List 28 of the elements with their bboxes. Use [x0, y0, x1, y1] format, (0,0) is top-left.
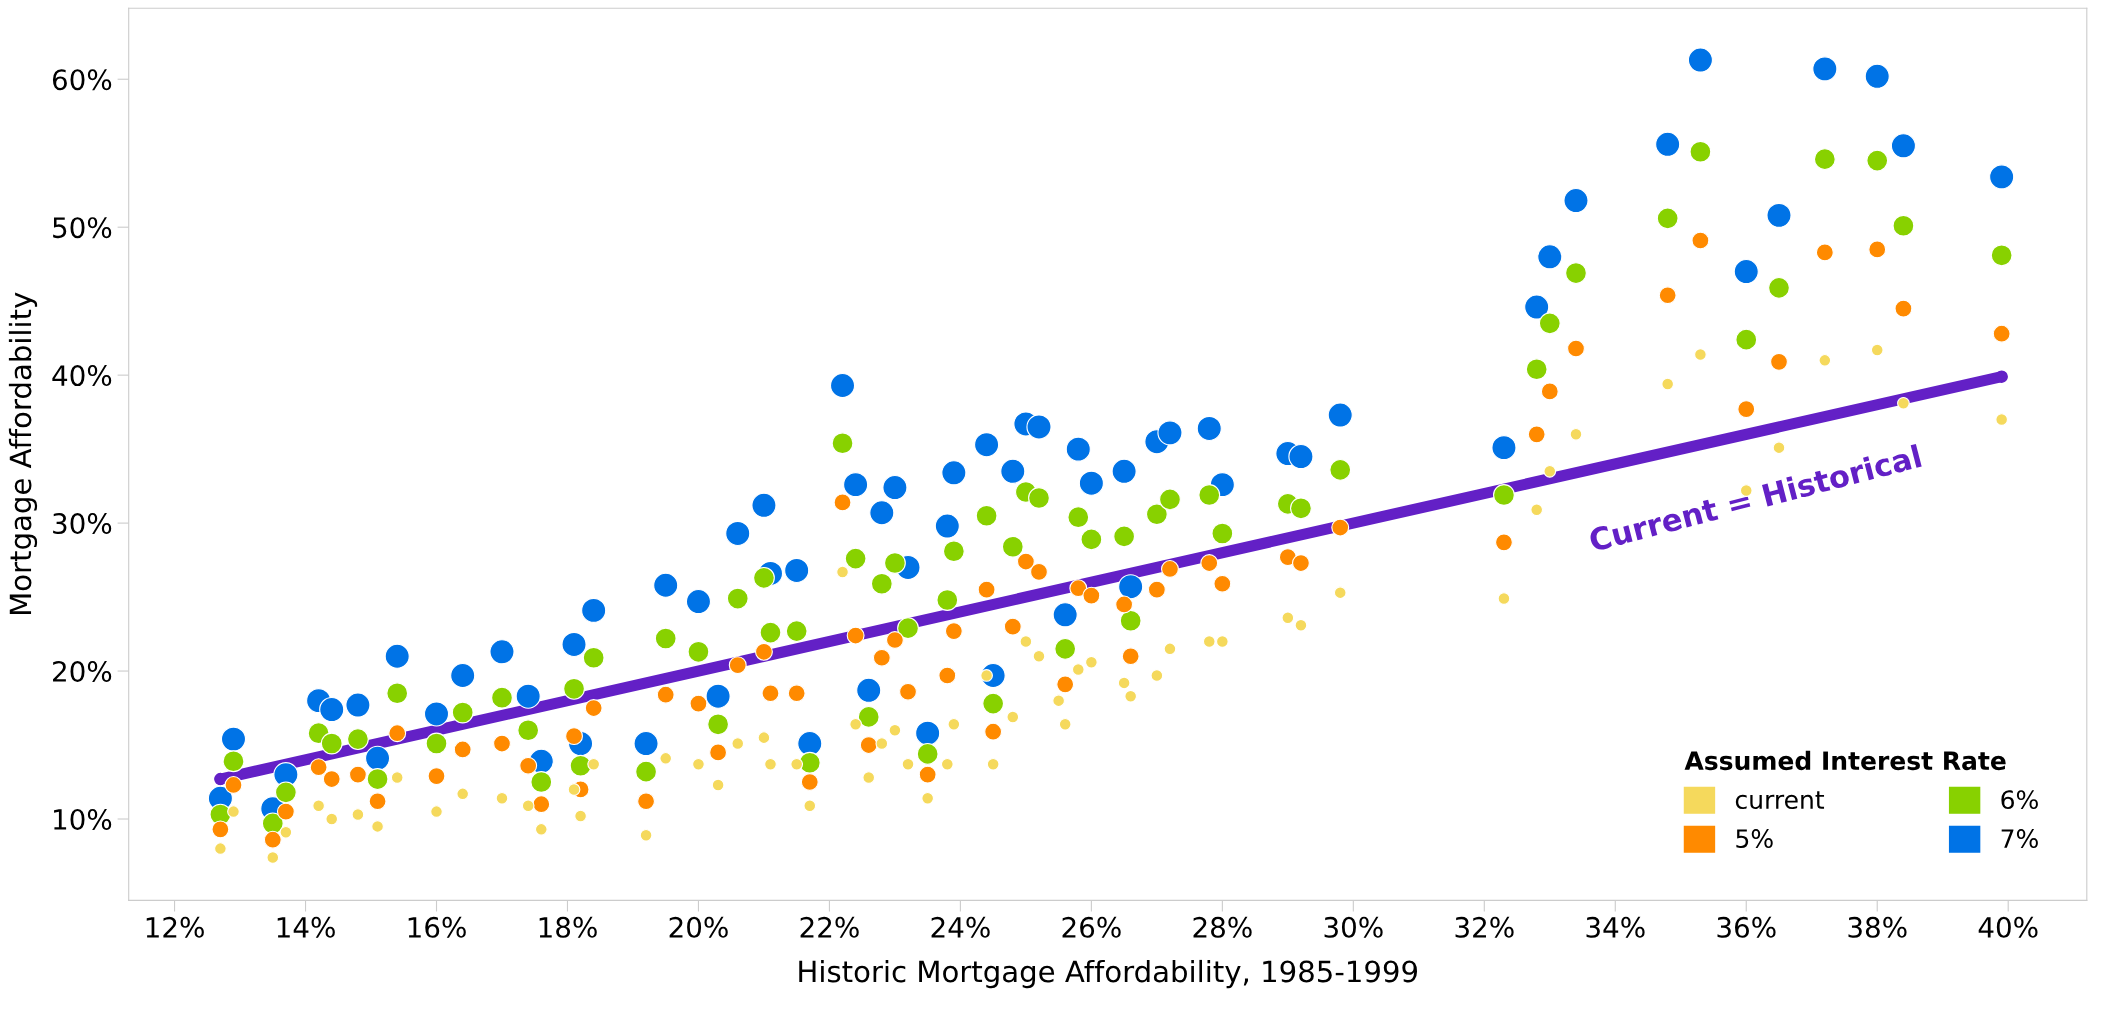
legend-title: Assumed Interest Rate: [1684, 750, 2006, 771]
y-axis-title: Mortgage Affordability: [8, 292, 38, 615]
x-tick-label: 36%: [1717, 916, 1776, 938]
x-tick-label: 20%: [669, 916, 728, 938]
x-tick-label: 24%: [931, 916, 990, 938]
x-tick-label: 30%: [1324, 916, 1383, 938]
legend-label: 6%: [2001, 790, 2038, 810]
x-tick-label: 14%: [277, 916, 335, 938]
legend-label: 5%: [1736, 829, 1773, 849]
x-tick-label: 40%: [1978, 916, 2038, 938]
x-tick-label: 38%: [1848, 916, 1907, 938]
x-tick-label: 18%: [539, 916, 597, 938]
legend-label: current: [1735, 791, 1825, 810]
y-tick-label: 60%: [52, 69, 112, 91]
x-tick-label: 34%: [1586, 916, 1645, 938]
x-axis-title: Historic Mortgage Affordability, 1985-1999: [799, 959, 1418, 989]
x-tick-label: 32%: [1455, 916, 1514, 938]
y-tick-label: 20%: [53, 660, 112, 682]
legend-label: 7%: [2001, 829, 2038, 849]
y-tick-label: 50%: [53, 217, 112, 239]
x-tick-label: 22%: [800, 916, 859, 938]
y-tick-label: 40%: [52, 365, 112, 387]
x-tick-label: 16%: [408, 916, 466, 938]
y-tick-label: 10%: [54, 808, 112, 830]
y-tick-label: 30%: [53, 513, 112, 535]
x-tick-label: 26%: [1062, 916, 1121, 938]
x-tick-label: 28%: [1193, 916, 1252, 938]
x-tick-label: 12%: [146, 916, 204, 938]
